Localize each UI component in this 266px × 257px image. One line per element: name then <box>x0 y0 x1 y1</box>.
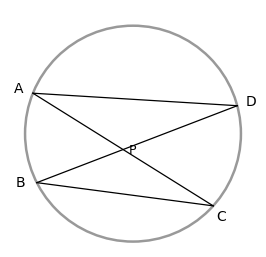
Text: D: D <box>246 95 257 109</box>
Text: C: C <box>216 210 226 224</box>
Text: A: A <box>14 82 23 96</box>
Text: P: P <box>129 144 136 157</box>
Text: B: B <box>15 176 25 190</box>
